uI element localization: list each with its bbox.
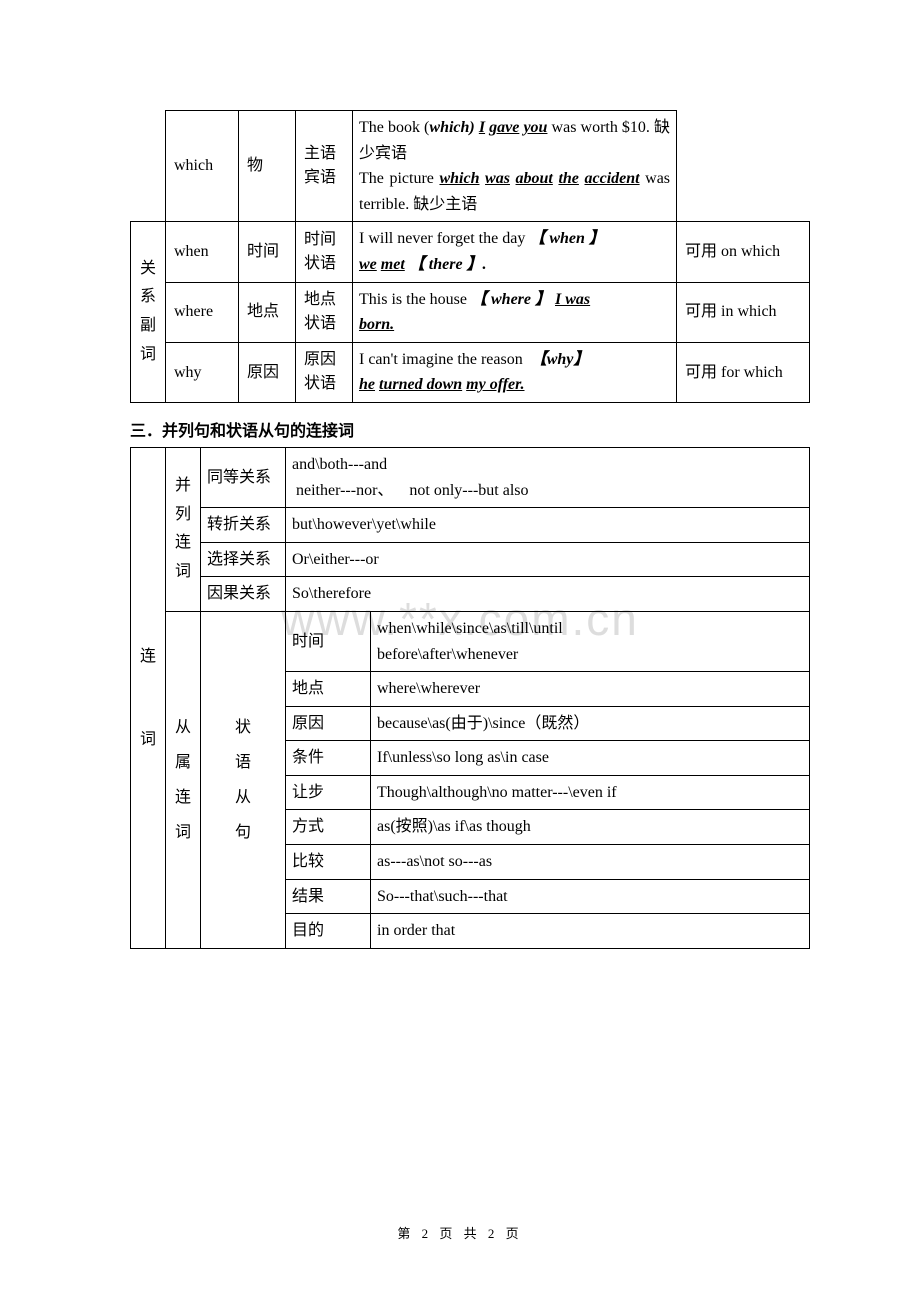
conjunction-table: 连词 并列连词 同等关系 and\both---and neither---no… xyxy=(130,447,810,949)
section-heading: 三．并列句和状语从句的连接词 xyxy=(130,417,810,441)
cell-words: So\therefore xyxy=(286,577,810,612)
table-row: 选择关系 Or\either---or xyxy=(131,542,810,577)
cell-type: 条件 xyxy=(286,741,371,776)
cell-note: 可用 on which xyxy=(677,222,810,282)
cell-pronoun: which xyxy=(166,111,239,222)
cell-category: 关系副词 xyxy=(131,222,166,403)
cell-pronoun: when xyxy=(166,222,239,282)
cell-example: I can't imagine the reason 【why】he turne… xyxy=(353,342,677,402)
cell-words: So---that\such---that xyxy=(371,879,810,914)
cell-words: If\unless\so long as\in case xyxy=(371,741,810,776)
cell-left-label: 连词 xyxy=(131,447,166,948)
cell-relation: 选择关系 xyxy=(201,542,286,577)
cell-antecedent: 物 xyxy=(239,111,296,222)
table-row: where 地点 地点状语 This is the house 【 where … xyxy=(131,282,810,342)
table-row: which 物 主语宾语 The book (which) I gave you… xyxy=(131,111,810,222)
cell-type: 目的 xyxy=(286,914,371,949)
page-content: which 物 主语宾语 The book (which) I gave you… xyxy=(0,0,920,949)
cell-relation: 转折关系 xyxy=(201,508,286,543)
cell-type: 比较 xyxy=(286,845,371,880)
table-row: 转折关系 but\however\yet\while xyxy=(131,508,810,543)
cell-blank xyxy=(131,111,166,222)
cell-words: where\wherever xyxy=(371,672,810,707)
cell-role: 时间状语 xyxy=(296,222,353,282)
cell-pronoun: why xyxy=(166,342,239,402)
cell-antecedent: 地点 xyxy=(239,282,296,342)
cell-example: This is the house 【 where 】 I wasborn. xyxy=(353,282,677,342)
cell-example: I will never forget the day 【 when 】we m… xyxy=(353,222,677,282)
cell-words: Or\either---or xyxy=(286,542,810,577)
table-row: 从属连词 状语从句 时间 when\while\since\as\till\un… xyxy=(131,611,810,671)
cell-antecedent: 时间 xyxy=(239,222,296,282)
grammar-table-1: which 物 主语宾语 The book (which) I gave you… xyxy=(130,110,810,403)
cell-words: when\while\since\as\till\untilbefore\aft… xyxy=(371,611,810,671)
cell-role: 主语宾语 xyxy=(296,111,353,222)
cell-note: 可用 for which xyxy=(677,342,810,402)
cell-words: in order that xyxy=(371,914,810,949)
table-row: 关系副词 when 时间 时间状语 I will never forget th… xyxy=(131,222,810,282)
table-row: 连词 并列连词 同等关系 and\both---and neither---no… xyxy=(131,447,810,507)
cell-words: and\both---and neither---nor、 not only--… xyxy=(286,447,810,507)
table-row: 因果关系 So\therefore xyxy=(131,577,810,612)
cell-role: 地点状语 xyxy=(296,282,353,342)
cell-example: The book (which) I gave you was worth $1… xyxy=(353,111,677,222)
table-row: why 原因 原因状语 I can't imagine the reason 【… xyxy=(131,342,810,402)
cell-group-label: 并列连词 xyxy=(166,447,201,611)
cell-words: Though\although\no matter---\even if xyxy=(371,775,810,810)
cell-pronoun: where xyxy=(166,282,239,342)
page-footer: 第 2 页 共 2 页 xyxy=(0,1223,920,1242)
cell-type: 地点 xyxy=(286,672,371,707)
cell-type: 方式 xyxy=(286,810,371,845)
cell-words: but\however\yet\while xyxy=(286,508,810,543)
cell-words: as---as\not so---as xyxy=(371,845,810,880)
cell-note: 可用 in which xyxy=(677,282,810,342)
cell-type: 原因 xyxy=(286,706,371,741)
cell-relation: 因果关系 xyxy=(201,577,286,612)
cell-words: as(按照)\as if\as though xyxy=(371,810,810,845)
cell-sub-label: 状语从句 xyxy=(201,611,286,948)
cell-antecedent: 原因 xyxy=(239,342,296,402)
cell-relation: 同等关系 xyxy=(201,447,286,507)
cell-type: 结果 xyxy=(286,879,371,914)
cell-role: 原因状语 xyxy=(296,342,353,402)
cell-type: 让步 xyxy=(286,775,371,810)
cell-group-label: 从属连词 xyxy=(166,611,201,948)
cell-words: because\as(由于)\since（既然） xyxy=(371,706,810,741)
cell-type: 时间 xyxy=(286,611,371,671)
cell-note xyxy=(677,111,810,222)
